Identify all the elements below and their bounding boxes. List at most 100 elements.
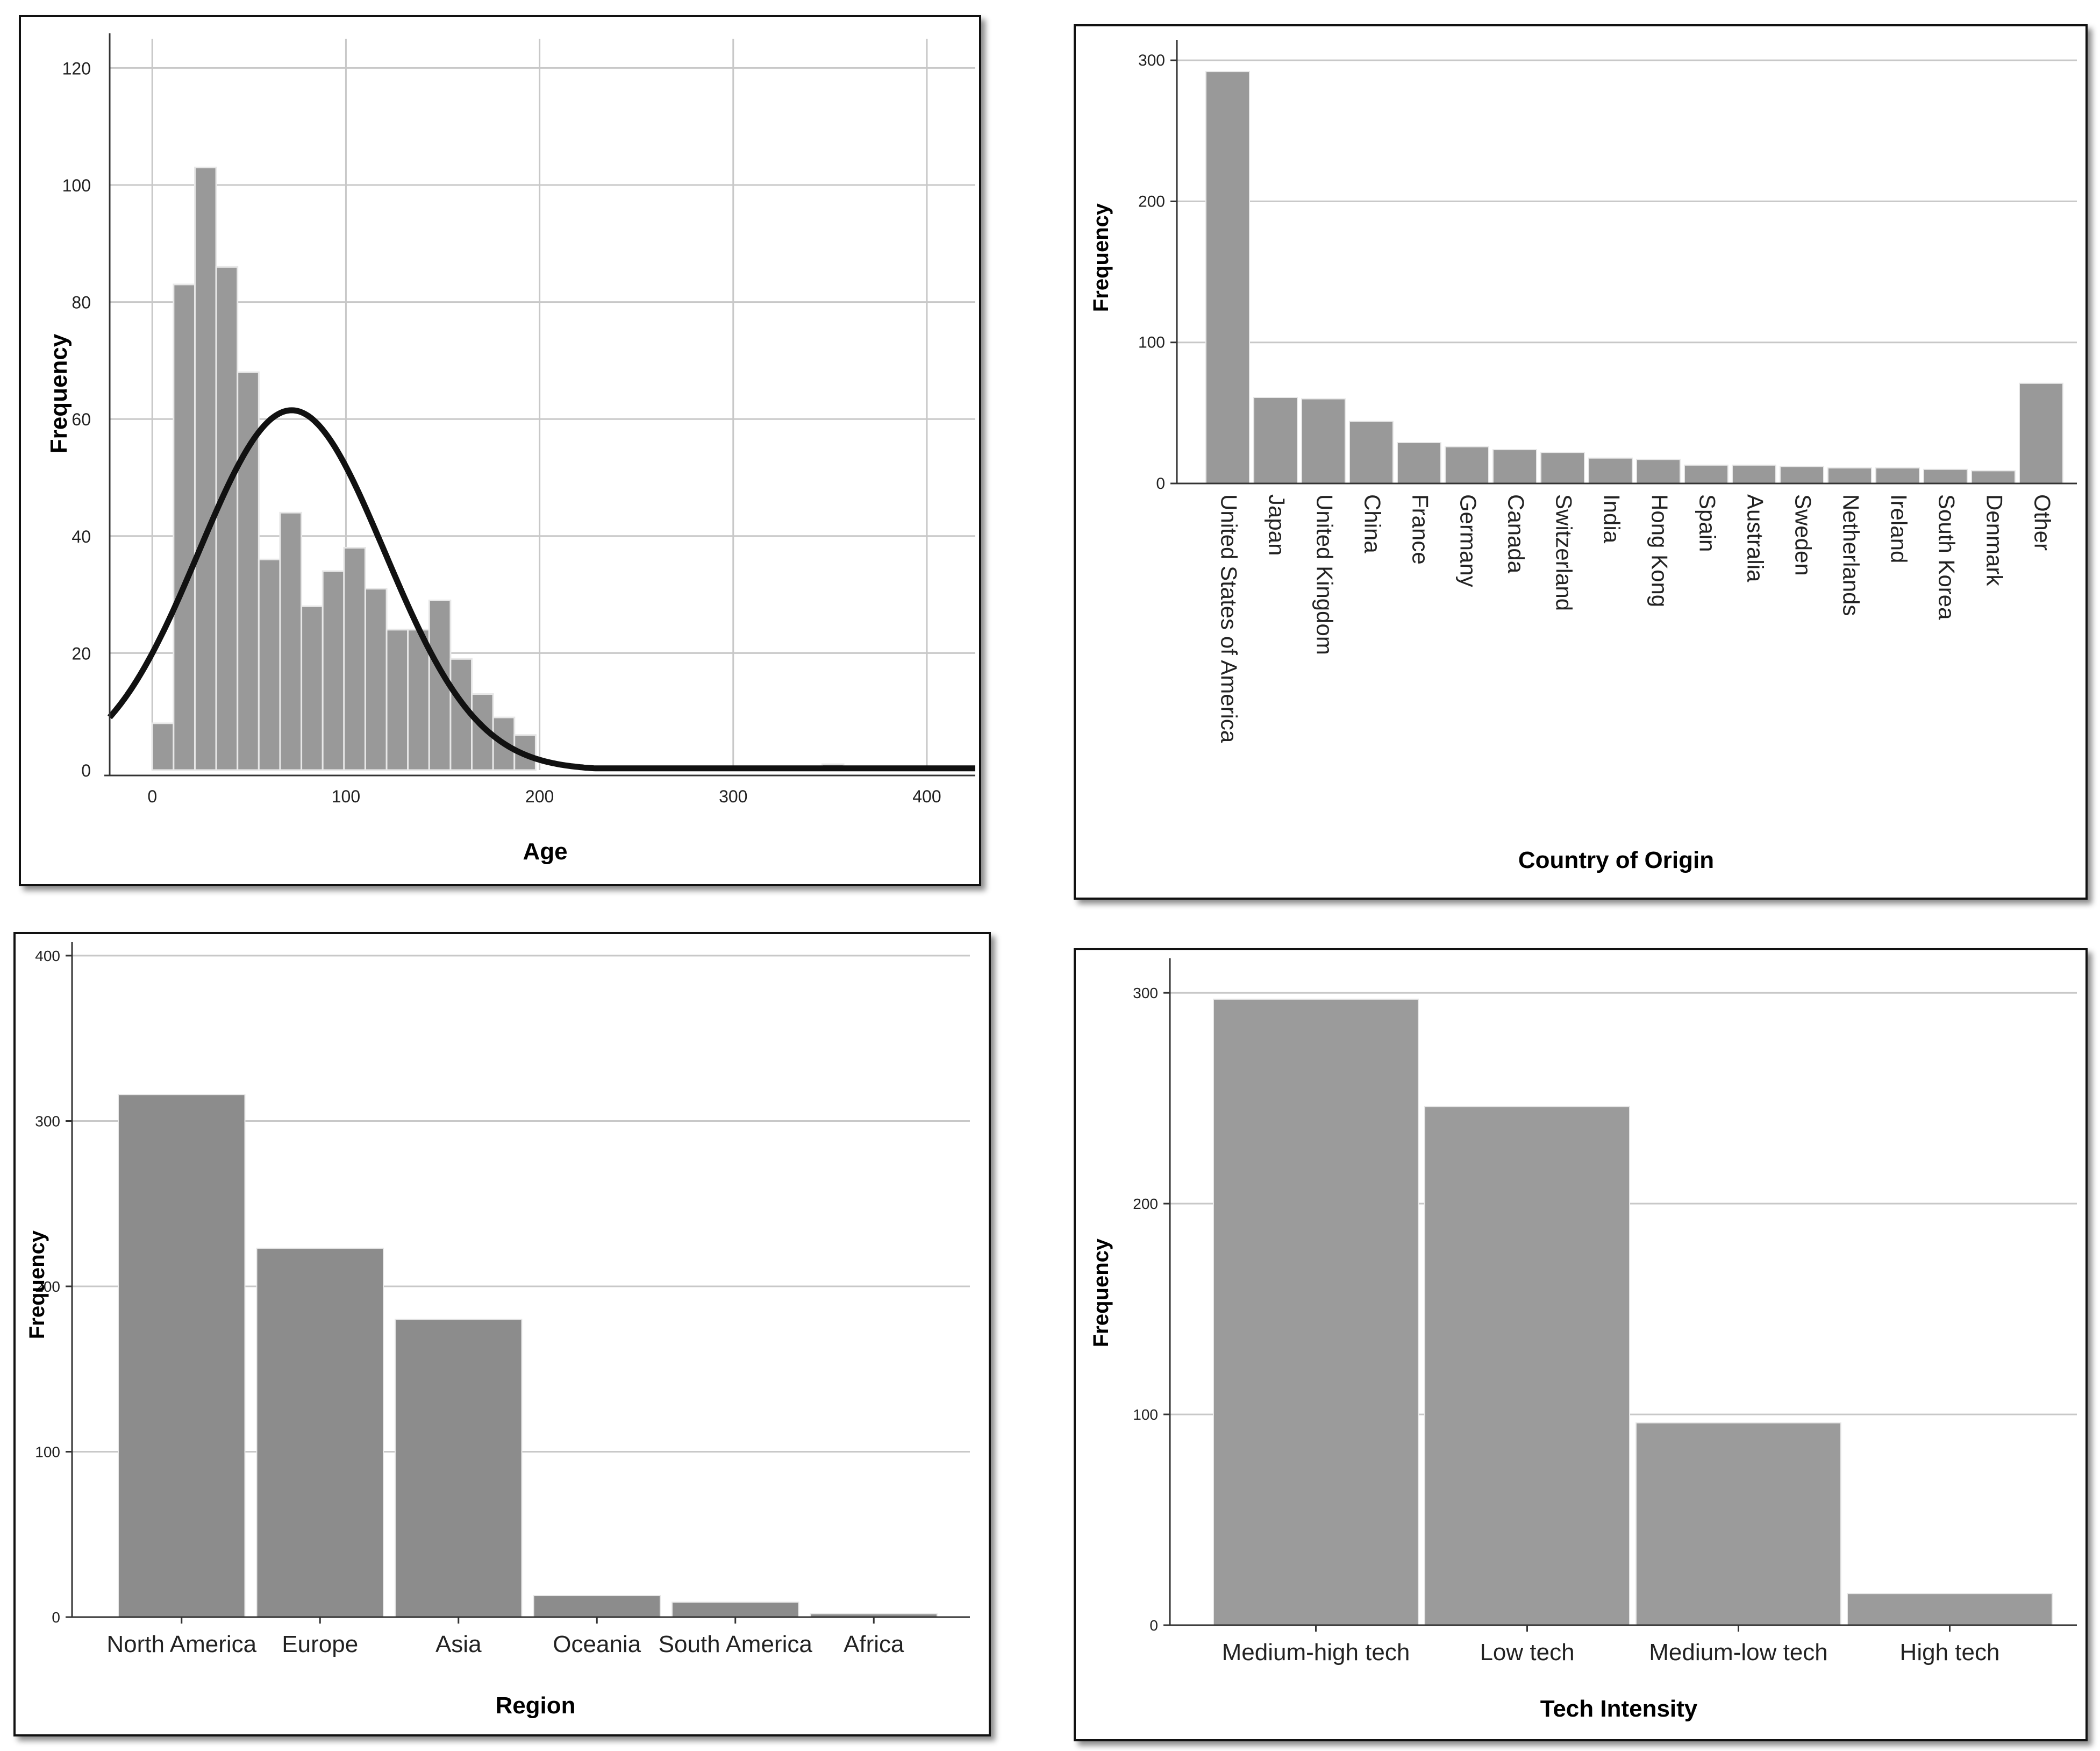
age-x-tick-label: 100 <box>332 787 360 806</box>
age-bar <box>301 605 324 771</box>
country-y-tick-label: 200 <box>1138 193 1165 210</box>
country-category-label: Japan <box>1265 494 1290 556</box>
country-y-tick-label: 300 <box>1138 52 1165 69</box>
age-bar <box>322 570 345 771</box>
country-category-label: South Korea <box>1934 494 1960 620</box>
age-x-tick-label: 400 <box>912 787 941 806</box>
country-bar <box>2019 382 2063 485</box>
country-category-label: Spain <box>1695 494 1720 552</box>
tech-category-label: High tech <box>1900 1639 2000 1665</box>
region-bar <box>395 1319 523 1618</box>
country-category-label: United States of America <box>1217 494 1242 743</box>
region-category-label: Oceania <box>553 1631 641 1657</box>
country-bar <box>1492 449 1537 485</box>
country-bar <box>1827 467 1872 484</box>
age-bar <box>215 266 239 771</box>
age-x-axis-label: Age <box>523 838 567 865</box>
age-histogram-chart: 0 20 40 60 80 100 120 0 100 200 300 400 Age Frequen… <box>46 33 976 865</box>
country-bar <box>1636 459 1681 485</box>
country-x-axis-label: Country of Origin <box>1518 847 1714 873</box>
region-bar <box>118 1094 246 1618</box>
tech-bar <box>1213 998 1419 1626</box>
tech-bar <box>1635 1422 1841 1626</box>
tech-bar <box>1847 1593 2053 1626</box>
region-y-tick-label: 0 <box>52 1609 60 1626</box>
country-category-label: France <box>1408 494 1433 565</box>
country-category-label: Denmark <box>1982 494 2008 586</box>
age-x-tick-label: 300 <box>719 787 747 806</box>
age-y-tick-label: 120 <box>62 59 91 78</box>
country-bar <box>1875 467 1920 484</box>
age-histogram-panel: 0 20 40 60 80 100 120 0 100 200 300 400 Age Frequen… <box>19 15 981 886</box>
country-y-tick-label: 0 <box>1156 475 1165 493</box>
country-y-tick-label: 100 <box>1138 334 1165 352</box>
country-of-origin-chart: 0 100 200 300 United States of America Japan… <box>1089 40 2077 873</box>
country-bar <box>1588 457 1633 484</box>
country-category-label: Other <box>2030 494 2055 551</box>
region-category-label: Asia <box>435 1631 482 1657</box>
region-bar <box>672 1601 799 1618</box>
country-category-label: India <box>1599 494 1625 544</box>
tech-intensity-panel: 0 100 200 300 Medium-high tech Low tech Mediu… <box>1074 948 2088 1741</box>
region-panel: 0 100 200 300 400 North America Europe Asia Oce… <box>13 932 991 1736</box>
country-category-label: Germany <box>1456 494 1481 587</box>
age-bar <box>151 722 175 771</box>
country-bar <box>1923 468 1968 485</box>
region-x-axis-label: Region <box>495 1692 575 1719</box>
age-y-tick-label: 60 <box>72 410 91 429</box>
region-category-label: North America <box>106 1631 256 1657</box>
country-bar <box>1971 470 2016 484</box>
age-x-tick-label: 0 <box>147 787 157 806</box>
age-bar <box>492 716 516 771</box>
country-bar <box>1780 466 1824 485</box>
region-category-label: Africa <box>844 1631 904 1657</box>
country-bar <box>1684 464 1728 484</box>
region-category-label: Europe <box>282 1631 358 1657</box>
age-y-tick-label: 80 <box>72 293 91 312</box>
tech-y-tick-label: 100 <box>1133 1406 1158 1423</box>
age-bar <box>279 511 303 771</box>
region-chart: 0 100 200 300 400 North America Europe Asia Oce… <box>25 942 970 1719</box>
country-category-label: Canada <box>1504 494 1529 574</box>
age-bar <box>194 166 217 771</box>
tech-bar <box>1424 1106 1630 1626</box>
country-category-label: Australia <box>1743 494 1768 582</box>
age-normal-curve <box>107 407 976 772</box>
tech-y-axis-label: Frequency <box>1089 1238 1113 1347</box>
region-y-axis-label: Frequency <box>25 1230 49 1339</box>
region-category-label: South America <box>659 1631 813 1657</box>
age-bar <box>385 629 409 771</box>
country-bar <box>1540 452 1585 485</box>
country-category-label: United Kingdom <box>1312 494 1338 655</box>
country-category-label: Switzerland <box>1552 494 1577 611</box>
tech-category-label: Low tech <box>1480 1639 1574 1665</box>
region-y-tick-label: 400 <box>35 948 60 964</box>
age-x-tick-label: 200 <box>525 787 554 806</box>
country-category-label: Hong Kong <box>1647 494 1673 607</box>
country-of-origin-panel: 0 100 200 300 United States of America Japan… <box>1074 24 2088 900</box>
region-y-tick-label: 100 <box>35 1444 60 1461</box>
tech-category-label: Medium-low tech <box>1649 1639 1828 1665</box>
country-bar <box>1253 397 1298 484</box>
country-bar <box>1205 71 1250 484</box>
tech-intensity-chart: 0 100 200 300 Medium-high tech Low tech Mediu… <box>1089 958 2077 1722</box>
tech-y-tick-label: 200 <box>1133 1195 1158 1212</box>
age-bar <box>173 283 196 771</box>
country-category-label: Sweden <box>1791 494 1816 576</box>
country-bar <box>1397 442 1441 485</box>
country-bar <box>1349 421 1394 484</box>
age-y-tick-label: 100 <box>62 176 91 195</box>
age-bar <box>407 629 430 771</box>
tech-category-label: Medium-high tech <box>1222 1639 1410 1665</box>
age-y-tick-label: 20 <box>72 644 91 663</box>
country-bar <box>1732 464 1776 484</box>
age-y-tick-label: 0 <box>81 761 91 780</box>
country-category-label: China <box>1360 494 1385 553</box>
country-bar <box>1301 398 1346 484</box>
age-y-axis-label: Frequency <box>46 333 72 453</box>
country-category-label: Ireland <box>1887 494 1912 563</box>
age-y-tick-label: 40 <box>72 527 91 546</box>
region-y-tick-label: 300 <box>35 1113 60 1130</box>
age-bar <box>364 588 388 771</box>
country-y-axis-label: Frequency <box>1089 203 1113 312</box>
